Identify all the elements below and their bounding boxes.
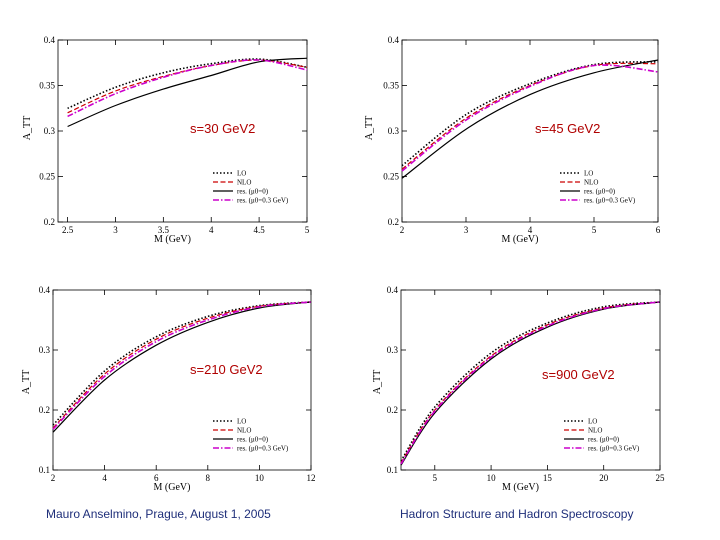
series-line xyxy=(401,61,659,167)
energy-label: s=900 GeV2 xyxy=(542,367,615,382)
plot-frame xyxy=(57,39,308,223)
series-line xyxy=(400,301,661,464)
series-line xyxy=(401,64,659,172)
y-tick-label: 0.2 xyxy=(44,217,55,227)
y-tick-label: 0.4 xyxy=(44,35,56,45)
y-tick-label: 0.35 xyxy=(39,81,55,91)
x-tick-label: 20 xyxy=(599,473,609,483)
y-tick-label: 0.4 xyxy=(387,285,399,295)
x-tick-label: 2.5 xyxy=(62,225,74,235)
legend-entry: res. (μ0=0) xyxy=(237,436,269,444)
series-line xyxy=(67,58,308,110)
y-tick-label: 0.2 xyxy=(388,217,399,227)
legend-entry: res. (μ0=0) xyxy=(237,188,269,196)
x-tick-label: 3 xyxy=(464,225,469,235)
x-axis-title: M (GeV) xyxy=(502,482,539,493)
y-tick-label: 0.1 xyxy=(39,465,50,475)
x-tick-label: 10 xyxy=(255,473,265,483)
x-tick-label: 6 xyxy=(656,225,661,235)
y-tick-label: 0.25 xyxy=(383,172,399,182)
place-date: Prague, August 1, 2005 xyxy=(145,507,271,521)
x-tick-label: 2 xyxy=(400,225,405,235)
y-tick-label: 0.3 xyxy=(387,345,399,355)
x-tick-label: 25 xyxy=(656,473,666,483)
y-tick-label: 0.4 xyxy=(39,285,51,295)
series-line xyxy=(52,301,312,429)
legend-entry: res. (μ0=0) xyxy=(588,436,620,444)
x-tick-label: 4.5 xyxy=(253,225,265,235)
y-tick-label: 0.2 xyxy=(387,405,398,415)
y-axis-title: A_TT xyxy=(364,116,375,140)
x-tick-label: 15 xyxy=(543,473,553,483)
series-line xyxy=(400,301,661,466)
x-axis-title: M (GeV) xyxy=(502,234,539,245)
energy-label: s=210 GeV2 xyxy=(190,362,263,377)
charts-canvas: 2.5 3 3.5 4 4.5 50.20.250.30.350.4M (GeV)A_TT… xyxy=(21,35,665,493)
footer-author: Mauro Anselmino, Prague, August 1, 2005 xyxy=(46,507,271,521)
x-axis-title: M (GeV) xyxy=(154,482,191,493)
y-tick-label: 0.3 xyxy=(44,126,56,136)
x-tick-label: 2 xyxy=(51,473,56,483)
series-line xyxy=(52,301,312,433)
legend-entry: LO xyxy=(237,170,246,178)
plot-frame xyxy=(400,289,661,471)
y-axis-title: A_TT xyxy=(21,370,32,394)
legend-entry: res. (μ0=0) xyxy=(584,188,616,196)
chart-panel-4: 5 10 15 20 25 0.1 0.2 0.3 0.4 M (GeV) A_TT s=900 Ge… xyxy=(372,285,665,493)
legend-entry: LO xyxy=(588,418,597,426)
legend-entry: NLO xyxy=(584,179,598,187)
x-tick-label: 3.5 xyxy=(158,225,170,235)
chart-panel-3: 2 4 6 8 10 12 0.1 0.2 0.3 0.4 M (GeV) A_TT s=210 GeV… xyxy=(21,285,316,493)
chart-panel-1: 2.5 3 3.5 4 4.5 5 0.2 0.25 0.3 0.35 0.4 M (GeV) A_TT… xyxy=(22,35,310,245)
chart-panel-2: 2 3 4 5 6 0.2 0.25 0.3 0.35 0.4 M (GeV) A_TT s=45 Ge… xyxy=(364,35,661,245)
author-name: Mauro Anselmino xyxy=(46,507,139,521)
y-axis-title: A_TT xyxy=(22,116,33,140)
legend-entry: res. (μ0=0.3 GeV) xyxy=(584,197,636,205)
x-tick-label: 10 xyxy=(487,473,497,483)
y-tick-label: 0.1 xyxy=(387,465,398,475)
series-line xyxy=(67,59,308,114)
x-tick-label: 6 xyxy=(154,473,159,483)
series-line xyxy=(67,59,308,118)
x-tick-label: 5 xyxy=(305,225,310,235)
legend-entry: res. (μ0=0.3 GeV) xyxy=(237,197,289,205)
series-line xyxy=(401,62,659,170)
x-tick-label: 5 xyxy=(433,473,438,483)
x-tick-label: 5 xyxy=(592,225,597,235)
y-tick-label: 0.3 xyxy=(388,126,400,136)
legend-entry: res. (μ0=0.3 GeV) xyxy=(237,445,289,453)
y-tick-label: 0.4 xyxy=(388,35,400,45)
y-tick-label: 0.25 xyxy=(39,172,55,182)
y-tick-label: 0.35 xyxy=(383,81,399,91)
legend-entry: res. (μ0=0.3 GeV) xyxy=(588,445,640,453)
y-tick-label: 0.2 xyxy=(39,405,50,415)
series-line xyxy=(52,301,312,426)
legend-entry: LO xyxy=(584,170,593,178)
x-tick-label: 4 xyxy=(102,473,107,483)
x-tick-label: 8 xyxy=(206,473,211,483)
x-tick-label: 12 xyxy=(307,473,316,483)
series-line xyxy=(67,57,308,128)
series-line xyxy=(401,59,659,179)
legend-entry: LO xyxy=(237,418,246,426)
plot-frame xyxy=(52,289,312,471)
legend-entry: NLO xyxy=(237,427,251,435)
y-tick-label: 0.3 xyxy=(39,345,51,355)
series-line xyxy=(52,301,312,430)
footer-conference: Hadron Structure and Hadron Spectroscopy xyxy=(400,507,634,521)
legend-entry: NLO xyxy=(237,179,251,187)
series-line xyxy=(400,301,661,465)
x-axis-title: M (GeV) xyxy=(154,234,191,245)
energy-label: s=45 GeV2 xyxy=(535,121,600,136)
x-tick-label: 3 xyxy=(113,225,118,235)
x-tick-label: 4 xyxy=(209,225,214,235)
x-tick-label: 4 xyxy=(528,225,533,235)
series-line xyxy=(400,301,661,462)
legend-entry: NLO xyxy=(588,427,602,435)
energy-label: s=30 GeV2 xyxy=(190,121,255,136)
y-axis-title: A_TT xyxy=(372,370,383,394)
